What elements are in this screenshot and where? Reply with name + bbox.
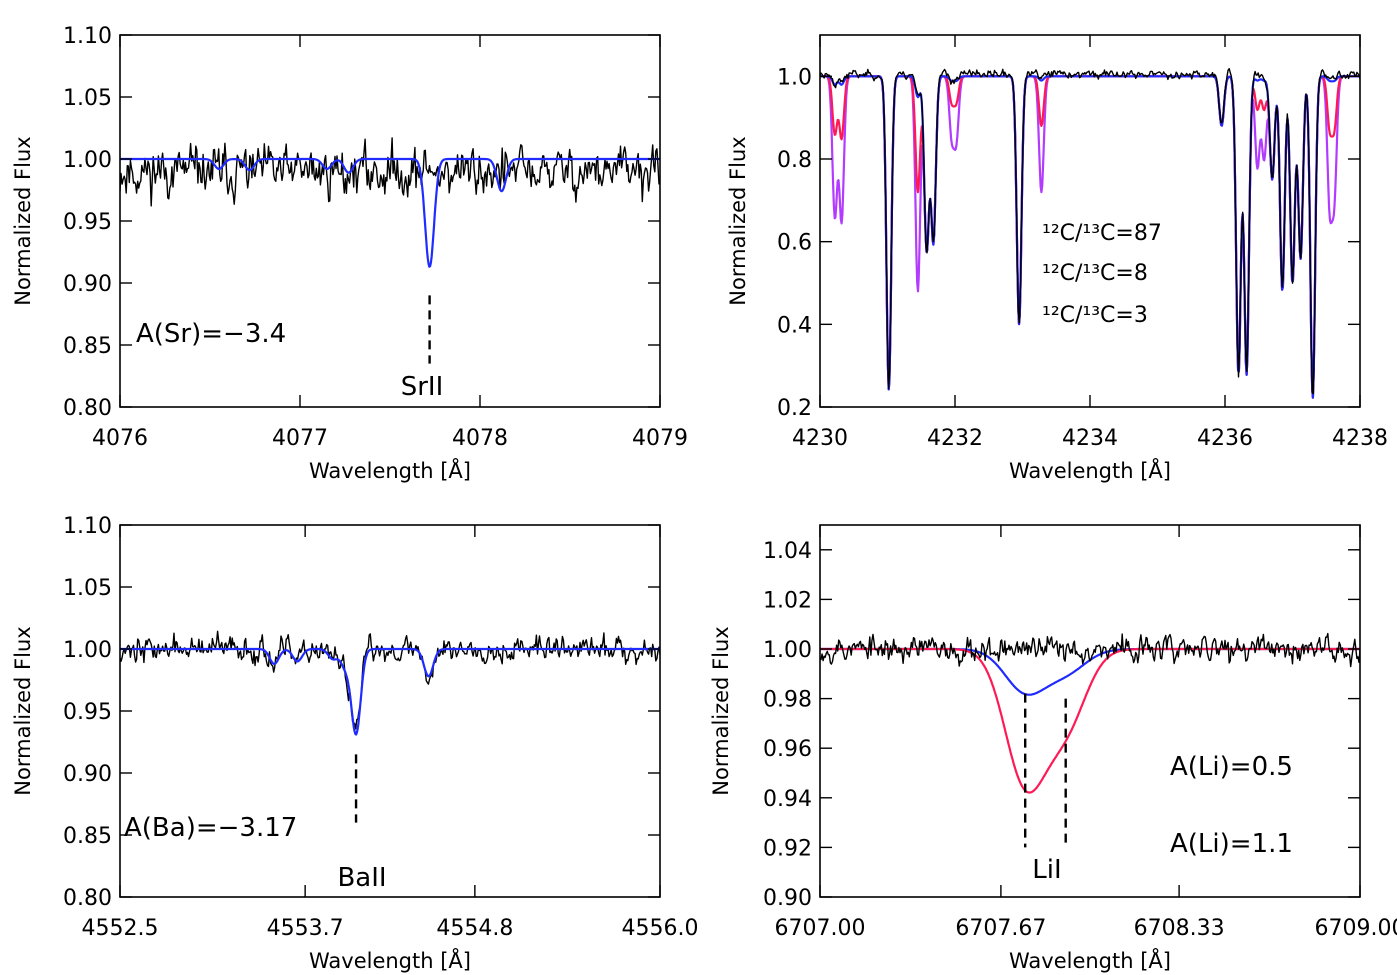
y-tick-label: 0.90 [763,886,812,911]
x-tick-label: 4236 [1197,426,1253,451]
y-tick-label: 0.85 [63,824,112,849]
y-axis-label: Normalized Flux [709,626,733,795]
series-line [820,632,1360,668]
y-axis-label: Normalized Flux [726,136,750,305]
x-tick-label: 4076 [92,426,148,451]
x-tick-label: 4554.8 [436,916,513,941]
line-id-label: BaII [337,863,386,893]
abundance-label-low: A(Li)=0.5 [1170,752,1293,782]
series-line [120,630,660,730]
x-tick-label: 4238 [1332,426,1388,451]
line-id-label: SrII [401,372,444,402]
abundance-label: A(Ba)=−3.17 [124,813,297,843]
panel-li-i: 6707.00 6707.67 6708.33 6709.00 0.90 0.92 0.94… [709,524,1397,973]
y-tick-label: 1.10 [63,24,112,49]
x-tick-label: 4553.7 [267,916,344,941]
y-tick-label: 0.92 [763,836,812,861]
series-line [820,68,1360,395]
y-tick-label: 0.6 [777,231,812,256]
y-tick-label: 1.10 [63,514,112,539]
x-axis-label: Wavelength [Å] [1009,457,1171,483]
x-axis-label: Wavelength [Å] [1009,947,1171,973]
y-tick-label: 0.85 [63,334,112,359]
line-id-label: LiI [1032,855,1061,885]
x-axis-label: Wavelength [Å] [309,947,471,973]
axis-ticks: 6707.00 6707.67 6708.33 6709.00 0.90 0.92 0.94… [763,525,1397,941]
x-tick-label: 4234 [1062,426,1118,451]
y-tick-label: 1.00 [63,638,112,663]
series-line [120,137,660,207]
y-tick-label: 1.05 [63,576,112,601]
axis-ticks: 4230 4232 4234 4236 4238 0.2 0.4 0.6 0.8 1.0 [777,35,1388,451]
plot-frame [119,34,661,408]
legend-entry-ratio-3: ¹²C/¹³C=3 [1042,303,1148,328]
y-tick-label: 0.90 [63,762,112,787]
y-tick-label: 1.0 [777,65,812,90]
abundance-label: A(Sr)=−3.4 [136,319,286,349]
axis-ticks: 4076 4077 4078 4079 0.80 0.85 0.90 0.95 1.00 1.05… [63,24,688,451]
x-tick-label: 6707.00 [775,916,866,941]
y-tick-label: 1.05 [63,86,112,111]
y-tick-label: 1.00 [763,638,812,663]
legend-entry-ratio-87: ¹²C/¹³C=87 [1042,221,1162,246]
y-tick-label: 0.4 [777,313,812,338]
x-tick-label: 4077 [272,426,328,451]
abundance-label-high: A(Li)=1.1 [1170,829,1293,859]
y-tick-label: 0.95 [63,210,112,235]
y-tick-label: 1.00 [63,148,112,173]
y-tick-label: 0.94 [763,787,812,812]
plot-area [820,68,1360,399]
y-tick-label: 1.02 [763,588,812,613]
x-tick-label: 4230 [792,426,848,451]
panel-ba-ii: 4552.5 4553.7 4554.8 4556.0 0.80 0.85 0.90 0.95… [11,514,698,973]
y-tick-label: 0.8 [777,148,812,173]
y-tick-label: 0.80 [63,886,112,911]
x-tick-label: 4078 [452,426,508,451]
y-axis-label: Normalized Flux [11,136,35,305]
x-tick-label: 6708.33 [1134,916,1225,941]
series-line [120,157,660,268]
x-tick-label: 4552.5 [82,916,159,941]
x-tick-label: 4556.0 [622,916,699,941]
y-axis-label: Normalized Flux [11,626,35,795]
plot-area [820,632,1360,794]
y-tick-label: 0.90 [63,272,112,297]
x-tick-label: 4232 [927,426,983,451]
y-tick-label: 0.95 [63,700,112,725]
y-tick-label: 0.2 [777,396,812,421]
plot-area [120,137,660,268]
plot-frame [819,524,1361,898]
x-axis-label: Wavelength [Å] [309,457,471,483]
x-tick-label: 4079 [632,426,688,451]
panel-sr-ii: 4076 4077 4078 4079 0.80 0.85 0.90 0.95 1.00 1.05… [11,24,688,483]
y-tick-label: 0.80 [63,396,112,421]
y-tick-label: 1.04 [763,539,812,564]
plot-area [120,630,660,736]
panel-carbon-isotope: 4230 4232 4234 4236 4238 0.2 0.4 0.6 0.8 1.0 Wave… [726,34,1388,483]
axis-ticks: 4552.5 4553.7 4554.8 4556.0 0.80 0.85 0.90 0.95… [63,514,698,941]
y-tick-label: 0.98 [763,688,812,713]
series-line [120,647,660,736]
x-tick-label: 6707.67 [955,916,1046,941]
x-tick-label: 6709.00 [1315,916,1397,941]
y-tick-label: 0.96 [763,737,812,762]
legend-entry-ratio-8: ¹²C/¹³C=8 [1042,261,1148,286]
